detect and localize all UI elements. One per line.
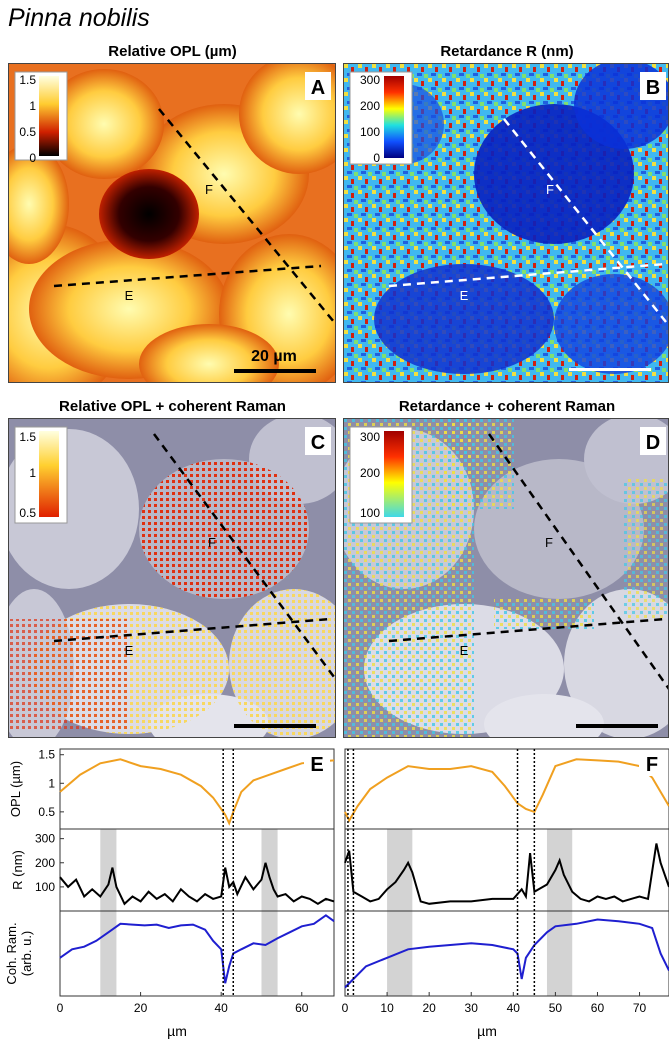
colorbar-tick: 1: [29, 466, 36, 480]
y-axis-label: Coh. Ram.: [4, 922, 19, 984]
panel-c-opl-raman: F E 1.5 1 0.5 C: [8, 418, 336, 738]
series-line: [344, 843, 669, 905]
y-axis-label: R (nm): [10, 850, 25, 890]
panel-d-retardance-raman: F E 300 200 100 D: [343, 418, 669, 738]
panel-a-title: Relative OPL (µm): [108, 43, 237, 60]
colorbar-tick: 1.5: [19, 73, 36, 87]
series-line: [59, 758, 335, 826]
series-line: [59, 914, 335, 984]
x-tick-label: 0: [57, 1001, 64, 1015]
scalebar-label: 20 µm: [251, 348, 297, 365]
panel-c-title: Relative OPL + coherent Raman: [59, 398, 286, 415]
panel-letter-box: [640, 427, 666, 455]
label-e: E: [460, 643, 469, 658]
x-tick-label: 20: [422, 1001, 436, 1015]
label-f: F: [205, 182, 213, 197]
highlight-band: [100, 829, 117, 996]
colorbar-tick: 0: [373, 151, 380, 165]
panel-letter-box: [305, 427, 331, 455]
label-f: F: [208, 535, 216, 550]
panel-letter-box: [305, 72, 331, 100]
x-tick-label: 0: [342, 1001, 349, 1015]
label-e: E: [125, 288, 134, 303]
colorbar-tick: 0.5: [19, 125, 36, 139]
colorbar-tick: 1.5: [19, 430, 36, 444]
colorbar-tick: 300: [360, 73, 380, 87]
scalebar: [569, 368, 651, 371]
colorbar-tick: 200: [360, 466, 380, 480]
label-e: E: [460, 288, 469, 303]
colorbar-tick: 200: [360, 99, 380, 113]
plot-frame: [59, 910, 335, 997]
x-tick-label: 40: [507, 1001, 521, 1015]
colorbar: [39, 76, 59, 156]
label-e: E: [125, 643, 134, 658]
panel-letter-e: E: [310, 754, 323, 776]
panel-letter-box: [640, 72, 666, 100]
x-tick-label: 40: [214, 1001, 228, 1015]
panel-d-title: Retardance + coherent Raman: [398, 398, 616, 415]
panel-letter-b: B: [646, 77, 660, 99]
panel-a-opl-map: F E 1.5 1 0.5 0 A 20 µm: [8, 63, 336, 383]
scalebar: [576, 724, 658, 728]
colorbar-tick: 100: [360, 125, 380, 139]
y-tick-label: 0.5: [38, 805, 55, 819]
series-line: [344, 758, 669, 823]
plot-frame: [59, 748, 335, 830]
highlight-band: [261, 829, 278, 996]
panel-letter-c: C: [311, 432, 325, 454]
x-tick-label: 30: [465, 1001, 479, 1015]
colorbar: [384, 76, 404, 158]
series-line: [344, 918, 669, 989]
x-tick-label: 50: [549, 1001, 563, 1015]
y-axis-label: OPL (µm): [8, 761, 23, 817]
plot-frame: [344, 910, 669, 997]
colorbar: [39, 431, 59, 517]
y-tick-label: 300: [35, 832, 55, 846]
colorbar: [384, 431, 404, 517]
series-line: [59, 862, 335, 906]
scalebar: [234, 724, 316, 728]
colorbar-tick: 0.5: [19, 506, 36, 520]
y-tick-label: 100: [35, 880, 55, 894]
y-tick-label: 1.5: [38, 748, 55, 762]
x-tick-label: 70: [633, 1001, 647, 1015]
x-tick-label: 10: [380, 1001, 394, 1015]
panel-letter-box: [639, 750, 665, 776]
panel-b-retardance-map: F E 300 200 100 0 B: [343, 63, 669, 383]
x-tick-label: 20: [134, 1001, 148, 1015]
x-axis-label: µm: [477, 1023, 497, 1039]
figure-title: Pinna nobilis: [8, 4, 150, 32]
x-tick-label: 60: [295, 1001, 309, 1015]
colorbar-tick: 300: [360, 430, 380, 444]
panel-letter-d: D: [646, 432, 660, 454]
highlight-band: [546, 829, 573, 996]
y-tick-label: 200: [35, 856, 55, 870]
panel-letter-a: A: [311, 77, 325, 99]
colorbar-tick: 100: [360, 506, 380, 520]
panel-b-title: Retardance R (nm): [440, 43, 574, 60]
y-tick-label: 1: [48, 776, 55, 790]
panel-letter-box: [304, 750, 330, 776]
panel-letter-f: F: [646, 754, 658, 776]
colorbar-tick: 1: [29, 99, 36, 113]
highlight-band: [387, 829, 413, 996]
y-axis-label: (arb. u.): [19, 931, 34, 977]
scalebar: [234, 369, 316, 373]
colorbar-tick: 0: [29, 151, 36, 165]
x-tick-label: 60: [591, 1001, 605, 1015]
x-axis-label: µm: [167, 1023, 187, 1039]
label-f: F: [546, 182, 554, 197]
label-f: F: [545, 535, 553, 550]
